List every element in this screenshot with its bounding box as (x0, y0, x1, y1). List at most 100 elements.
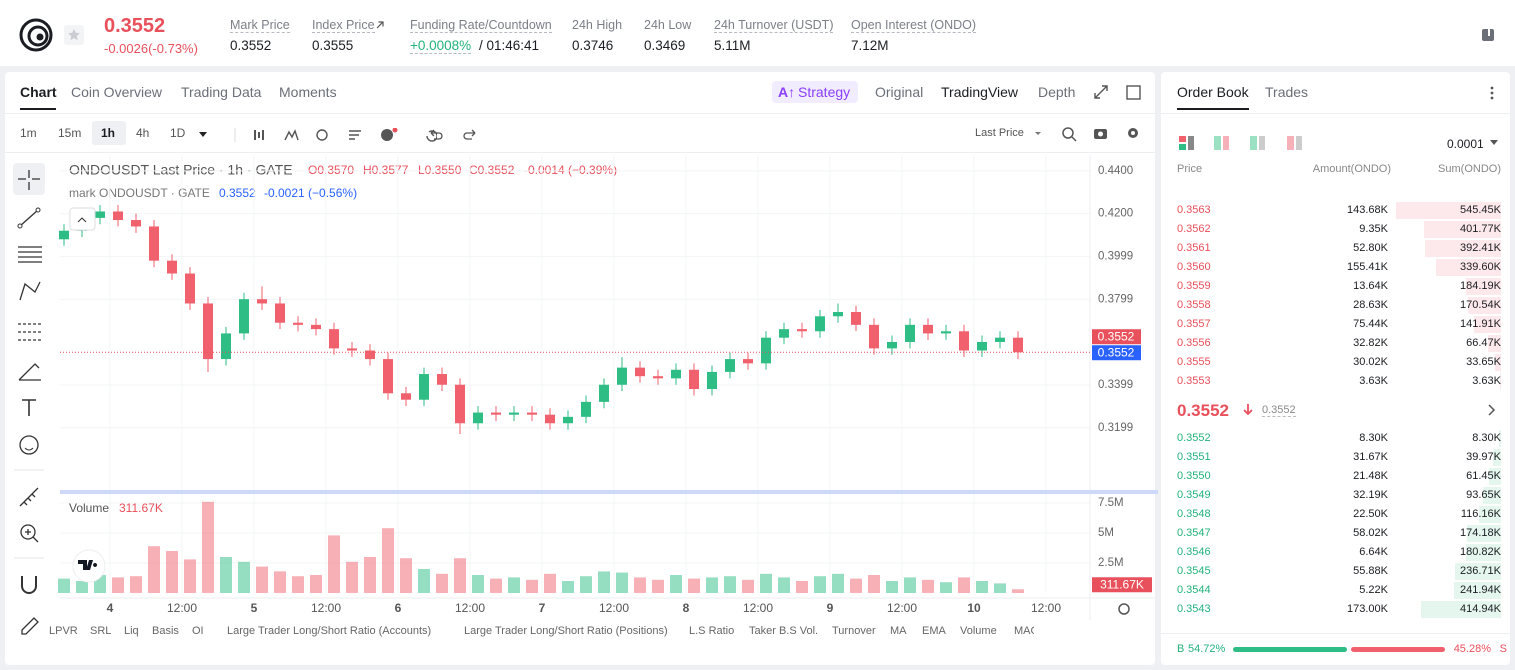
volume-bar (274, 571, 286, 593)
ob-sum: 170.54K (1460, 299, 1501, 311)
stat-value: 5.11M (714, 38, 751, 53)
ob-price[interactable]: 0.3563 (1177, 204, 1211, 216)
ob-sum: 184.19K (1460, 280, 1501, 292)
interval[interactable]: 1m (20, 126, 37, 140)
candle-body (365, 350, 375, 360)
volume-bar (130, 576, 142, 593)
candle-body (527, 412, 537, 415)
ob-price[interactable]: 0.3552 (1177, 432, 1211, 444)
indicator[interactable]: Large Trader Long/Short Ratio (Accounts) (227, 625, 432, 637)
ob-price[interactable]: 0.3560 (1177, 261, 1211, 273)
ob-price[interactable]: 0.3553 (1177, 375, 1211, 387)
ob-price[interactable]: 0.3557 (1177, 318, 1211, 330)
x-tick-label: 5 (251, 601, 258, 615)
interval[interactable]: 15m (58, 126, 82, 140)
ob-price[interactable]: 0.3548 (1177, 508, 1211, 520)
ob-price[interactable]: 0.3549 (1177, 489, 1211, 501)
volume-bar (652, 579, 664, 593)
ob-price[interactable]: 0.3558 (1177, 299, 1211, 311)
indicator[interactable]: Volume (960, 625, 997, 637)
ob-price[interactable]: 0.3544 (1177, 584, 1211, 596)
indicator[interactable]: L.S Ratio (689, 625, 735, 637)
ob-price[interactable]: 0.3556 (1177, 337, 1211, 349)
interval[interactable]: 1D (170, 126, 186, 140)
toolbar-icons[interactable] (197, 128, 437, 142)
indicator[interactable]: OI (192, 625, 204, 637)
indicator[interactable]: Basis (152, 625, 179, 637)
view-tab[interactable]: Depth (1038, 84, 1076, 100)
favorite-star[interactable] (64, 25, 84, 45)
external-icon[interactable] (375, 20, 385, 30)
ob-price[interactable]: 0.3555 (1177, 356, 1211, 368)
tab[interactable]: Coin Overview (71, 84, 163, 100)
chevron[interactable] (1488, 404, 1496, 416)
ob-amount: 143.68K (1347, 204, 1388, 216)
candle-body (797, 329, 807, 332)
view-tab[interactable]: TradingView (941, 84, 1019, 100)
chart-tools[interactable] (1034, 126, 1144, 142)
stat-label: Open Interest (ONDO) (851, 18, 977, 33)
book-icon[interactable] (1481, 28, 1495, 42)
volume-bar (814, 576, 826, 593)
ob-price[interactable]: 0.3562 (1177, 223, 1211, 235)
x-tick-label: 6 (395, 601, 402, 615)
indicator[interactable]: Taker B.S Vol. (749, 625, 819, 637)
drawing-toolbar[interactable] (10, 160, 52, 640)
ob-price[interactable]: 0.3550 (1177, 470, 1211, 482)
header-bar (0, 0, 1515, 66)
volume-bar (832, 573, 844, 593)
panel-icons[interactable] (1093, 84, 1153, 102)
volume-bar (472, 575, 484, 593)
indicator[interactable]: EMA (922, 625, 946, 637)
indicator[interactable]: MA (890, 625, 907, 637)
tab[interactable]: Moments (279, 84, 337, 100)
stat-label: 24h High (572, 18, 623, 32)
ob-tab[interactable]: Order Book (1177, 84, 1249, 100)
indicator[interactable]: LPVR (49, 625, 78, 637)
strategy-badge[interactable] (772, 81, 858, 103)
candle-body (149, 226, 159, 261)
ob-price[interactable]: 0.3547 (1177, 527, 1211, 539)
ob-price[interactable]: 0.3551 (1177, 451, 1211, 463)
ob-sum: 33.65K (1466, 356, 1501, 368)
ob-header: Price (1177, 163, 1203, 175)
ob-price[interactable]: 0.3543 (1177, 603, 1211, 615)
ob-price[interactable]: 0.3561 (1177, 242, 1211, 254)
indicator[interactable]: SRL (90, 625, 112, 637)
y-tick-label: 0.4200 (1098, 208, 1133, 220)
price-type[interactable]: Last Price (975, 127, 1024, 139)
volume-bar (454, 558, 466, 593)
ob-amount: 173.00K (1347, 603, 1388, 615)
indicator[interactable]: Turnover (832, 625, 876, 637)
ob-price[interactable]: 0.3559 (1177, 280, 1211, 292)
ob-tab[interactable]: Trades (1265, 84, 1309, 100)
x-tick-label: 9 (827, 601, 834, 615)
ob-price[interactable]: 0.3546 (1177, 546, 1211, 558)
ob-sum: 39.97K (1466, 451, 1501, 463)
interval[interactable]: 1h (101, 126, 116, 140)
x-tick-label: 12:00 (599, 601, 629, 615)
caret (1490, 140, 1498, 145)
y-tick-label: 0.3799 (1098, 293, 1133, 305)
indicator[interactable]: MACD (1014, 625, 1034, 637)
indicator[interactable]: Large Trader Long/Short Ratio (Positions… (464, 625, 668, 637)
ob-layout-icons[interactable] (1177, 135, 1307, 151)
ob-amount: 9.35K (1359, 223, 1388, 235)
tab[interactable]: Chart (20, 84, 57, 100)
strategy-button[interactable]: Strategy (798, 84, 851, 100)
view-tab[interactable]: Original (875, 84, 924, 100)
ob-price[interactable]: 0.3545 (1177, 565, 1211, 577)
ob-precision[interactable]: 0.0001 (1447, 137, 1484, 151)
interval[interactable]: 4h (136, 126, 150, 140)
volume-bar (382, 528, 394, 593)
candle-body (923, 324, 933, 334)
down-arrow (1243, 404, 1253, 416)
volume-bar (598, 571, 610, 593)
tab[interactable]: Trading Data (181, 84, 262, 100)
ob-sum: 141.91K (1460, 318, 1501, 330)
more-icon[interactable] (1488, 85, 1496, 101)
undo-redo[interactable] (428, 127, 478, 141)
indicator[interactable]: Liq (124, 625, 139, 637)
ob-sum: 180.82K (1460, 546, 1501, 558)
volume-bar (292, 576, 304, 593)
